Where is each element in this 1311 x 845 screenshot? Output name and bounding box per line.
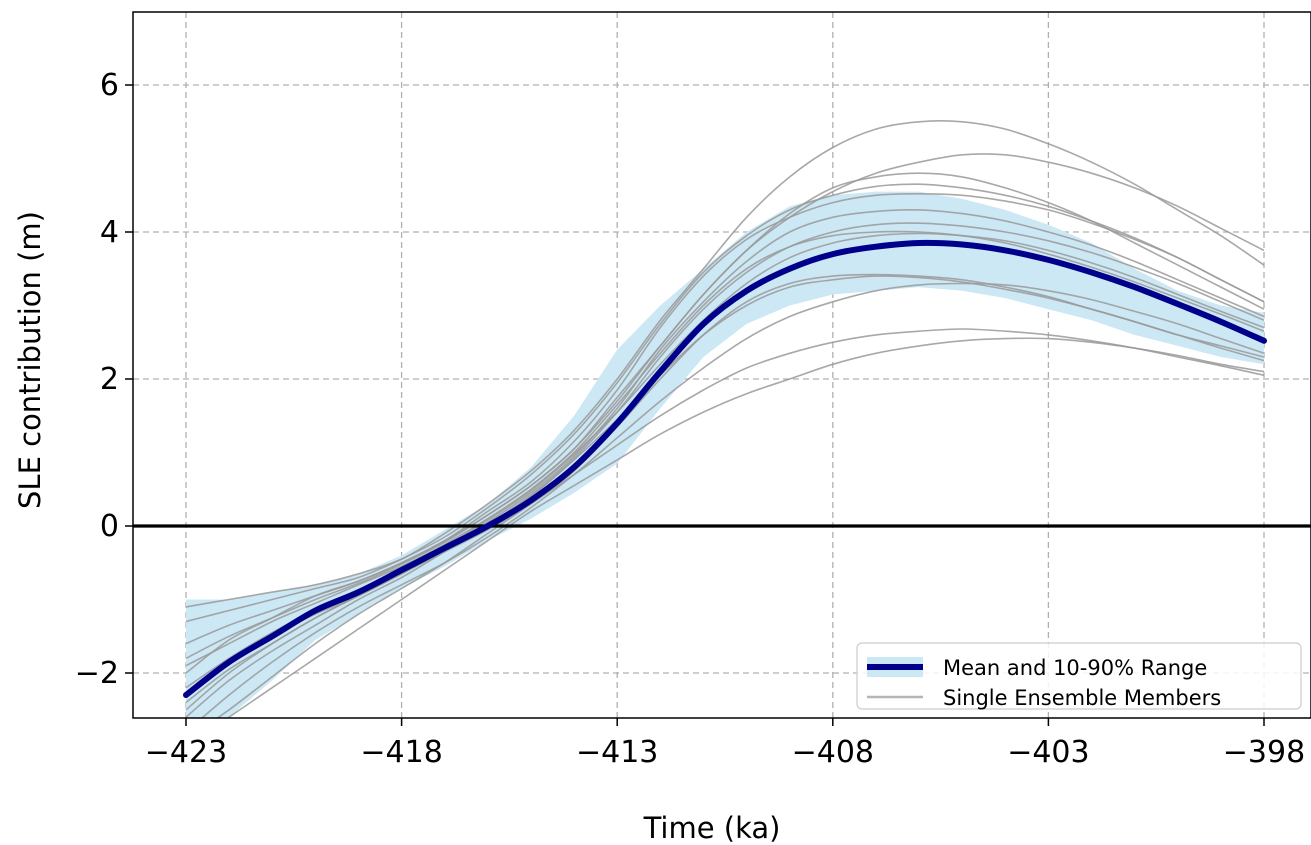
ensemble-member-line-5: [200, 282, 1265, 718]
mean-line: [183, 239, 1267, 698]
ensemble-members: [185, 120, 1265, 718]
legend-box: [856, 642, 1302, 710]
legend-member-label: Single Ensemble Members: [943, 686, 1221, 710]
ensemble-member-line-4: [185, 120, 1265, 608]
x-axis-title: Time (ka): [643, 811, 781, 845]
x-axis: −423 −418 −413 −408 −403 −398: [145, 718, 1305, 770]
ensemble-member-line-13: [185, 153, 1265, 660]
x-tick-label-0: −423: [145, 735, 227, 770]
x-tick-label-1: −418: [360, 735, 442, 770]
plot-frame: [132, 11, 1311, 719]
range-band: [186, 191, 1264, 718]
y-tick-label-0: −2: [75, 656, 119, 691]
x-tick-label-4: −403: [1007, 735, 1089, 770]
y-tick-label-2: 2: [100, 362, 119, 397]
range-band-area: [186, 191, 1264, 718]
ensemble-member-line-3: [226, 337, 1265, 718]
ensemble-member-line-6: [185, 192, 1265, 645]
ensemble-member-line-8: [185, 230, 1265, 667]
ensemble-member-line-7: [216, 328, 1265, 718]
ensemble-member-line-10: [185, 183, 1265, 623]
x-tick-label-3: −408: [792, 735, 874, 770]
y-axis: −2 0 2 4 6: [75, 68, 133, 691]
y-tick-label-1: 0: [100, 509, 119, 544]
mean-line-path: [183, 239, 1267, 698]
legend: Mean and 10-90% Range Single Ensemble Me…: [856, 642, 1302, 710]
ensemble-member-line-9: [185, 275, 1265, 718]
y-tick-label-4: 6: [100, 68, 119, 103]
x-tick-label-2: −413: [576, 735, 658, 770]
y-tick-label-3: 4: [100, 215, 119, 250]
ensemble-member-line-12: [185, 222, 1265, 711]
x-tick-label-5: −398: [1223, 735, 1305, 770]
y-axis-title: SLE contribution (m): [13, 211, 47, 509]
legend-mean-label: Mean and 10-90% Range: [943, 656, 1207, 680]
